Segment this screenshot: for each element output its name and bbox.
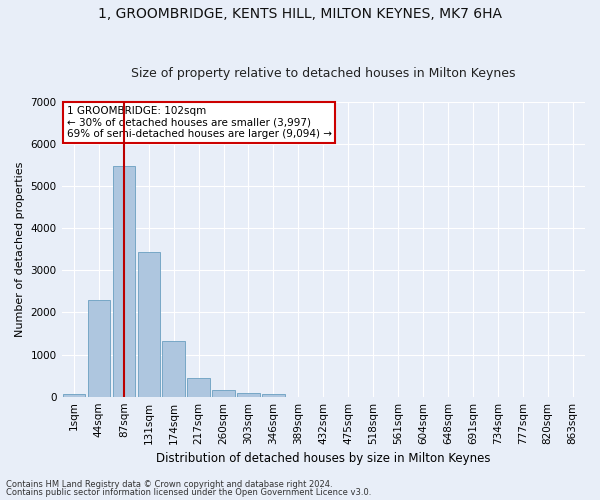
Bar — [113, 166, 135, 396]
Bar — [262, 394, 284, 396]
Bar — [137, 252, 160, 396]
Text: 1 GROOMBRIDGE: 102sqm
← 30% of detached houses are smaller (3,997)
69% of semi-d: 1 GROOMBRIDGE: 102sqm ← 30% of detached … — [67, 106, 332, 139]
Title: Size of property relative to detached houses in Milton Keynes: Size of property relative to detached ho… — [131, 66, 515, 80]
X-axis label: Distribution of detached houses by size in Milton Keynes: Distribution of detached houses by size … — [156, 452, 491, 465]
Bar — [163, 342, 185, 396]
Bar — [88, 300, 110, 396]
Text: Contains HM Land Registry data © Crown copyright and database right 2024.: Contains HM Land Registry data © Crown c… — [6, 480, 332, 489]
Bar — [237, 392, 260, 396]
Y-axis label: Number of detached properties: Number of detached properties — [15, 162, 25, 337]
Bar — [212, 390, 235, 396]
Text: Contains public sector information licensed under the Open Government Licence v3: Contains public sector information licen… — [6, 488, 371, 497]
Bar — [187, 378, 210, 396]
Text: 1, GROOMBRIDGE, KENTS HILL, MILTON KEYNES, MK7 6HA: 1, GROOMBRIDGE, KENTS HILL, MILTON KEYNE… — [98, 8, 502, 22]
Bar — [63, 394, 85, 396]
